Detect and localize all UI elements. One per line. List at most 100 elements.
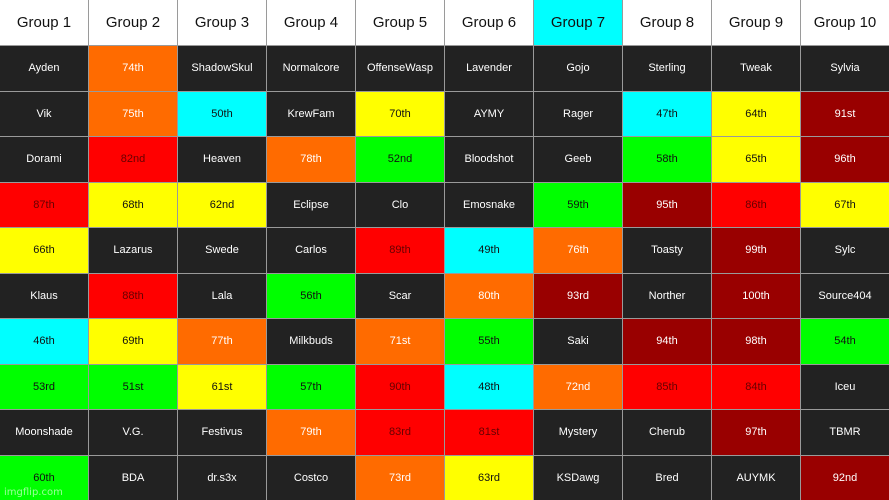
- rank-cell: 98th: [712, 319, 800, 364]
- rank-cell: 52nd: [356, 137, 444, 182]
- player-name-cell: Cherub: [623, 410, 711, 455]
- rank-cell: 58th: [623, 137, 711, 182]
- player-name-cell: Carlos: [267, 228, 355, 273]
- player-name-cell: Bloodshot: [445, 137, 533, 182]
- group-header: Group 9: [712, 0, 800, 45]
- player-name-cell: Dorami: [0, 137, 88, 182]
- rank-cell: 100th: [712, 273, 800, 318]
- player-name-cell: TBMR: [801, 410, 889, 455]
- rank-cell: 91st: [801, 91, 889, 136]
- player-name-cell: Rager: [534, 91, 622, 136]
- player-name-cell: Festivus: [178, 410, 266, 455]
- player-name-cell: Klaus: [0, 273, 88, 318]
- player-name-cell: Geeb: [534, 137, 622, 182]
- player-name-cell: Moonshade: [0, 410, 88, 455]
- rank-cell: 83rd: [356, 410, 444, 455]
- group-header: Group 7: [534, 0, 622, 45]
- player-name-cell: Costco: [267, 455, 355, 500]
- player-name-cell: Gojo: [534, 46, 622, 91]
- player-name-cell: KrewFam: [267, 91, 355, 136]
- rank-cell: 47th: [623, 91, 711, 136]
- rank-cell: 65th: [712, 137, 800, 182]
- player-name-cell: Lavender: [445, 46, 533, 91]
- rank-cell: 48th: [445, 364, 533, 409]
- rank-cell: 93rd: [534, 273, 622, 318]
- player-name-cell: Swede: [178, 228, 266, 273]
- rank-cell: 95th: [623, 182, 711, 227]
- group-header: Group 1: [0, 0, 88, 45]
- rank-cell: 50th: [178, 91, 266, 136]
- rank-cell: 97th: [712, 410, 800, 455]
- player-name-cell: Mystery: [534, 410, 622, 455]
- rank-cell: 89th: [356, 228, 444, 273]
- rank-cell: 62nd: [178, 182, 266, 227]
- player-name-cell: KSDawg: [534, 455, 622, 500]
- player-name-cell: Saki: [534, 319, 622, 364]
- rank-cell: 64th: [712, 91, 800, 136]
- player-name-cell: Norther: [623, 273, 711, 318]
- rank-cell: 55th: [445, 319, 533, 364]
- rank-cell: 75th: [89, 91, 177, 136]
- player-name-cell: Eclipse: [267, 182, 355, 227]
- player-name-cell: Tweak: [712, 46, 800, 91]
- rank-cell: 94th: [623, 319, 711, 364]
- player-name-cell: ShadowSkul: [178, 46, 266, 91]
- player-name-cell: dr.s3x: [178, 455, 266, 500]
- rank-cell: 96th: [801, 137, 889, 182]
- rank-cell: 79th: [267, 410, 355, 455]
- rank-cell: 69th: [89, 319, 177, 364]
- player-name-cell: Sterling: [623, 46, 711, 91]
- player-name-cell: Normalcore: [267, 46, 355, 91]
- rank-cell: 78th: [267, 137, 355, 182]
- player-name-cell: Heaven: [178, 137, 266, 182]
- player-name-cell: Emosnake: [445, 182, 533, 227]
- group-header: Group 5: [356, 0, 444, 45]
- player-name-cell: Lazarus: [89, 228, 177, 273]
- rank-cell: 86th: [712, 182, 800, 227]
- rank-cell: 76th: [534, 228, 622, 273]
- rank-cell: 73rd: [356, 455, 444, 500]
- rank-cell: 59th: [534, 182, 622, 227]
- rank-cell: 77th: [178, 319, 266, 364]
- player-name-cell: Ayden: [0, 46, 88, 91]
- rank-cell: 87th: [0, 182, 88, 227]
- player-name-cell: Bred: [623, 455, 711, 500]
- rank-cell: 72nd: [534, 364, 622, 409]
- player-name-cell: Iceu: [801, 364, 889, 409]
- player-name-cell: Toasty: [623, 228, 711, 273]
- player-name-cell: AYMY: [445, 91, 533, 136]
- group-header: Group 10: [801, 0, 889, 45]
- player-name-cell: V.G.: [89, 410, 177, 455]
- rank-cell: 88th: [89, 273, 177, 318]
- group-header: Group 8: [623, 0, 711, 45]
- player-name-cell: OffenseWasp: [356, 46, 444, 91]
- group-header: Group 6: [445, 0, 533, 45]
- rank-cell: 46th: [0, 319, 88, 364]
- player-name-cell: Scar: [356, 273, 444, 318]
- rank-cell: 70th: [356, 91, 444, 136]
- rank-cell: 67th: [801, 182, 889, 227]
- rank-cell: 63rd: [445, 455, 533, 500]
- rank-cell: 57th: [267, 364, 355, 409]
- rank-cell: 66th: [0, 228, 88, 273]
- player-name-cell: Sylvia: [801, 46, 889, 91]
- rank-cell: 51st: [89, 364, 177, 409]
- rank-cell: 56th: [267, 273, 355, 318]
- player-name-cell: Lala: [178, 273, 266, 318]
- rank-cell: 99th: [712, 228, 800, 273]
- rank-cell: 85th: [623, 364, 711, 409]
- group-header: Group 4: [267, 0, 355, 45]
- rank-cell: 74th: [89, 46, 177, 91]
- player-name-cell: Source404: [801, 273, 889, 318]
- rank-cell: 71st: [356, 319, 444, 364]
- rank-cell: 82nd: [89, 137, 177, 182]
- rank-cell: 68th: [89, 182, 177, 227]
- player-name-cell: Sylc: [801, 228, 889, 273]
- group-header: Group 2: [89, 0, 177, 45]
- player-name-cell: BDA: [89, 455, 177, 500]
- rank-cell: 49th: [445, 228, 533, 273]
- rank-cell: 54th: [801, 319, 889, 364]
- player-name-cell: AUYMK: [712, 455, 800, 500]
- rank-cell: 53rd: [0, 364, 88, 409]
